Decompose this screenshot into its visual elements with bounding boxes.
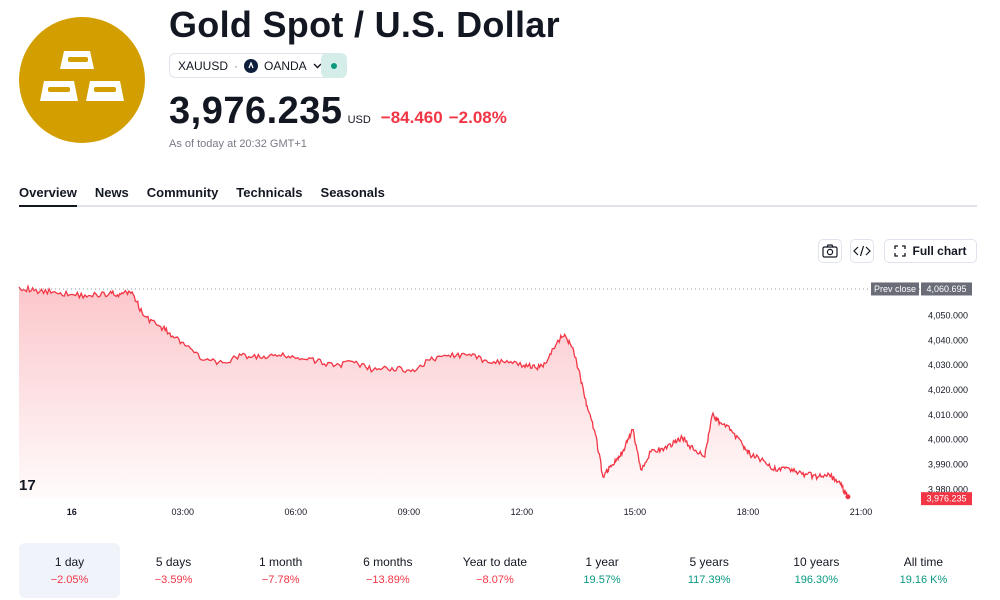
- period-value: −3.59%: [154, 574, 193, 586]
- y-tick-label: 4,030.000: [928, 360, 968, 370]
- x-tick-label: 03:00: [172, 507, 195, 517]
- market-status-button[interactable]: [321, 53, 347, 78]
- price-area: [19, 286, 848, 498]
- period-label: 5 years: [689, 555, 729, 569]
- symbol-selector[interactable]: XAUUSD · OANDA: [169, 53, 331, 78]
- x-tick-label: 16: [67, 507, 77, 517]
- embed-code-button[interactable]: [850, 239, 874, 263]
- price-change-pct: −2.08%: [448, 108, 507, 127]
- prev-close-value: 4,060.695: [926, 284, 966, 294]
- period-value: 19.57%: [583, 574, 621, 586]
- tab-overview[interactable]: Overview: [19, 185, 77, 207]
- tab-seasonals[interactable]: Seasonals: [320, 185, 385, 200]
- gold-bars-icon: [40, 51, 124, 101]
- period-value: −8.07%: [476, 574, 514, 586]
- tradingview-logo: 17: [19, 477, 36, 494]
- y-tick-label: 3,990.000: [928, 459, 968, 469]
- x-tick-label: 06:00: [285, 507, 308, 517]
- x-tick-label: 12:00: [511, 507, 534, 517]
- last-price-label: 3,976.235: [926, 494, 966, 504]
- x-tick-label: 15:00: [624, 507, 647, 517]
- camera-icon: [822, 244, 838, 258]
- chevron-down-icon: [313, 63, 322, 68]
- period-6-months[interactable]: 6 months −13.89%: [334, 543, 441, 598]
- broker-name: OANDA: [264, 58, 307, 73]
- price-currency: USD: [347, 114, 371, 126]
- period-all-time[interactable]: All time 19.16 K%: [870, 543, 977, 598]
- period-label: 1 day: [54, 555, 85, 569]
- period-10-years[interactable]: 10 years 196.30%: [763, 543, 870, 598]
- period-value: −2.05%: [50, 574, 89, 586]
- y-tick-label: 4,020.000: [928, 385, 968, 395]
- y-tick-label: 3,980.000: [928, 484, 968, 494]
- prev-close-label: Prev close: [874, 284, 916, 294]
- section-tabs: Overview News Community Technicals Seaso…: [19, 185, 977, 207]
- period-label: Year to date: [462, 555, 528, 569]
- period-label: 5 days: [155, 555, 192, 569]
- full-chart-label: Full chart: [912, 244, 967, 258]
- last-price-tag: 3,976.235: [921, 492, 972, 506]
- y-tick-label: 4,050.000: [928, 311, 968, 321]
- last-price: 3,976.235: [169, 90, 343, 132]
- tab-community[interactable]: Community: [146, 185, 219, 200]
- price-row: 3,976.235 USD −84.460 −2.08%: [169, 90, 507, 133]
- x-tick-label: 21:00: [850, 507, 873, 517]
- period-5-days[interactable]: 5 days −3.59%: [120, 543, 227, 598]
- period-label: 10 years: [793, 555, 840, 569]
- period-1-month[interactable]: 1 month −7.78%: [227, 543, 334, 598]
- y-tick-label: 4,040.000: [928, 335, 968, 345]
- period-value: −13.89%: [365, 574, 410, 586]
- page-title: Gold Spot / U.S. Dollar: [169, 4, 560, 45]
- y-tick-label: 4,010.000: [928, 410, 968, 420]
- as-of-timestamp: As of today at 20:32 GMT+1: [169, 138, 307, 150]
- period-label: 1 year: [585, 555, 619, 569]
- period-year-to-date[interactable]: Year to date −8.07%: [441, 543, 548, 598]
- code-icon: [853, 245, 871, 257]
- period-label: 6 months: [363, 555, 413, 569]
- period-1-day[interactable]: 1 day −2.05%: [19, 543, 120, 598]
- x-tick-label: 18:00: [737, 507, 760, 517]
- expand-icon: [894, 245, 907, 257]
- price-change-abs: −84.460: [380, 108, 443, 127]
- price-line: [18, 284, 849, 498]
- oanda-icon: [244, 58, 259, 73]
- period-value: −7.78%: [261, 574, 300, 586]
- price-change: −84.460 −2.08%: [381, 108, 507, 128]
- period-value: 117.39%: [687, 574, 731, 586]
- symbol-separator: ·: [234, 58, 239, 73]
- gold-logo: [19, 17, 145, 143]
- price-chart[interactable]: 4,050.000 4,040.000 4,030.000 4,020.000 4,01…: [0, 270, 1000, 535]
- tab-news[interactable]: News: [94, 185, 129, 200]
- x-tick-label: 09:00: [398, 507, 421, 517]
- snapshot-button[interactable]: [818, 239, 842, 263]
- performance-periods: 1 day −2.05% 5 days −3.59% 1 month −7.78% 6…: [19, 543, 977, 598]
- y-tick-label: 4,000.000: [928, 435, 968, 445]
- tab-technicals[interactable]: Technicals: [236, 185, 303, 200]
- prev-close-tag: Prev close 4,060.695: [871, 282, 972, 296]
- full-chart-button[interactable]: Full chart: [884, 239, 977, 263]
- period-label: 1 month: [259, 555, 303, 569]
- symbol-ticker: XAUUSD: [178, 58, 229, 73]
- period-1-year[interactable]: 1 year 19.57%: [549, 543, 656, 598]
- last-price-dot: [845, 494, 851, 500]
- period-label: All time: [903, 555, 944, 569]
- market-open-dot: [331, 62, 337, 69]
- period-5-years[interactable]: 5 years 117.39%: [656, 543, 763, 598]
- period-value: 196.30%: [794, 574, 839, 586]
- period-value: 19.16 K%: [899, 574, 948, 586]
- svg-text:17: 17: [19, 477, 36, 494]
